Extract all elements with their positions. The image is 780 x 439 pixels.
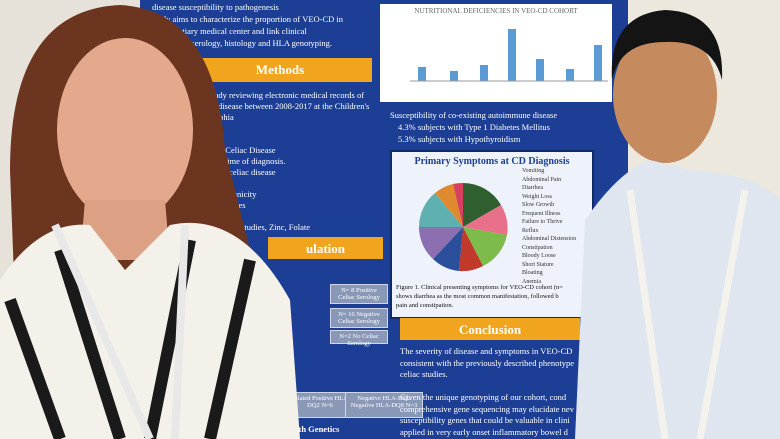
conclusion-line: comprehensive gene sequencing may elucid… xyxy=(400,403,574,414)
conclusion-line: susceptibility genes that could be valua… xyxy=(400,415,570,425)
genetics-label: with Genetics xyxy=(290,424,340,434)
legend-line: Failure to Thrive xyxy=(522,219,563,225)
methods-line: onths at time of diagnosis. xyxy=(196,156,286,166)
methods-line: ding for Celiac Disease xyxy=(196,145,276,155)
legend-line: Constipation xyxy=(522,244,553,251)
population-heading: ulation xyxy=(268,237,383,259)
flow-box: N= 16 Negative Celiac Serology xyxy=(330,308,388,328)
methods-line: D, B12, Iron studies, Zinc, Folate xyxy=(196,222,311,232)
methods-line: celiac disease between 2008-2017 at the … xyxy=(196,101,370,111)
autoimmune-line: Susceptibility of co-existing autoimmune… xyxy=(390,110,558,120)
pie xyxy=(418,182,508,272)
man-hair xyxy=(611,10,723,80)
caption-line: shows diarrhea as the most common manife… xyxy=(396,293,559,300)
conclusion-line: celiac studies. xyxy=(400,369,448,379)
legend-line: Bloating xyxy=(522,270,543,276)
symptoms-title: Primary Symptoms at CD Diagnosis xyxy=(414,156,570,167)
man-shirt xyxy=(575,160,780,439)
chart-bars xyxy=(410,29,608,82)
woman-face xyxy=(57,38,193,222)
woman-lanyard xyxy=(51,223,189,439)
legend-line: Abdominal Pain xyxy=(522,176,562,183)
flow-box: Negative HLA-DQ2 Negative HLA-DQ8 N=3 xyxy=(345,392,423,418)
caption-line: Figure 1. Clinical presenting symptoms f… xyxy=(396,284,563,291)
legend-line: Vomiting xyxy=(522,168,545,174)
legend-line: Diarrhea xyxy=(522,185,543,191)
legend-line: Weight Loss xyxy=(522,193,553,200)
man-face xyxy=(613,27,717,163)
autoimmune-line: 5.3% subjects with Hypothyroidism xyxy=(398,134,521,144)
legend-line: Reflux xyxy=(522,227,539,234)
intro-line: tion, celiac serology, histology and HLA… xyxy=(152,38,333,48)
conclusion-line: applied in very early onset inflammatory… xyxy=(400,426,568,437)
legend-line: Bloody Loose xyxy=(522,253,556,259)
flow-box: N=2 No Celiac Serology xyxy=(330,330,388,347)
conclusion-heading: Conclusion xyxy=(400,318,580,340)
legend-line: Abdominal Distension xyxy=(522,236,577,242)
legend-line: Short Stature xyxy=(522,261,554,268)
methods-line: ive study reviewing electronic medical r… xyxy=(196,90,365,100)
legend-line: Anemia xyxy=(522,278,541,285)
conclusion-line: consistent with the previously described… xyxy=(400,357,574,368)
intro-line: disease susceptibility to pathogenesis xyxy=(152,2,279,12)
methods-line: gnosis of celiac disease xyxy=(196,167,276,177)
conclusion-line: The severity of disease and symptoms in … xyxy=(400,346,573,356)
man-lanyard xyxy=(626,189,749,439)
intro-line: study aims to characterize the proportio… xyxy=(152,14,344,24)
autoimmune-line: 4.3% subjects with Type 1 Diabetes Melli… xyxy=(398,122,550,132)
conclusion-line: Given the unique genotyping of our cohor… xyxy=(400,392,567,402)
caption-line: pain and constipation. xyxy=(396,302,454,309)
methods-heading: Methods xyxy=(188,58,372,82)
legend-line: Frequent Illness xyxy=(522,210,561,217)
intro-line: urban tertiary medical center and link c… xyxy=(152,26,307,36)
flow-box: N= 8 Positive Celiac Serology xyxy=(330,284,388,304)
legend-line: Slow Growth xyxy=(522,202,555,208)
nutrition-chart: NUTRITIONAL DEFICIENCIES IN VEO-CD COHOR… xyxy=(380,4,612,102)
symptoms-figure: Primary Symptoms at CD Diagnosis Vomitin… xyxy=(390,150,594,319)
chart-title: NUTRITIONAL DEFICIENCIES IN VEO-CD COHOR… xyxy=(414,7,578,15)
